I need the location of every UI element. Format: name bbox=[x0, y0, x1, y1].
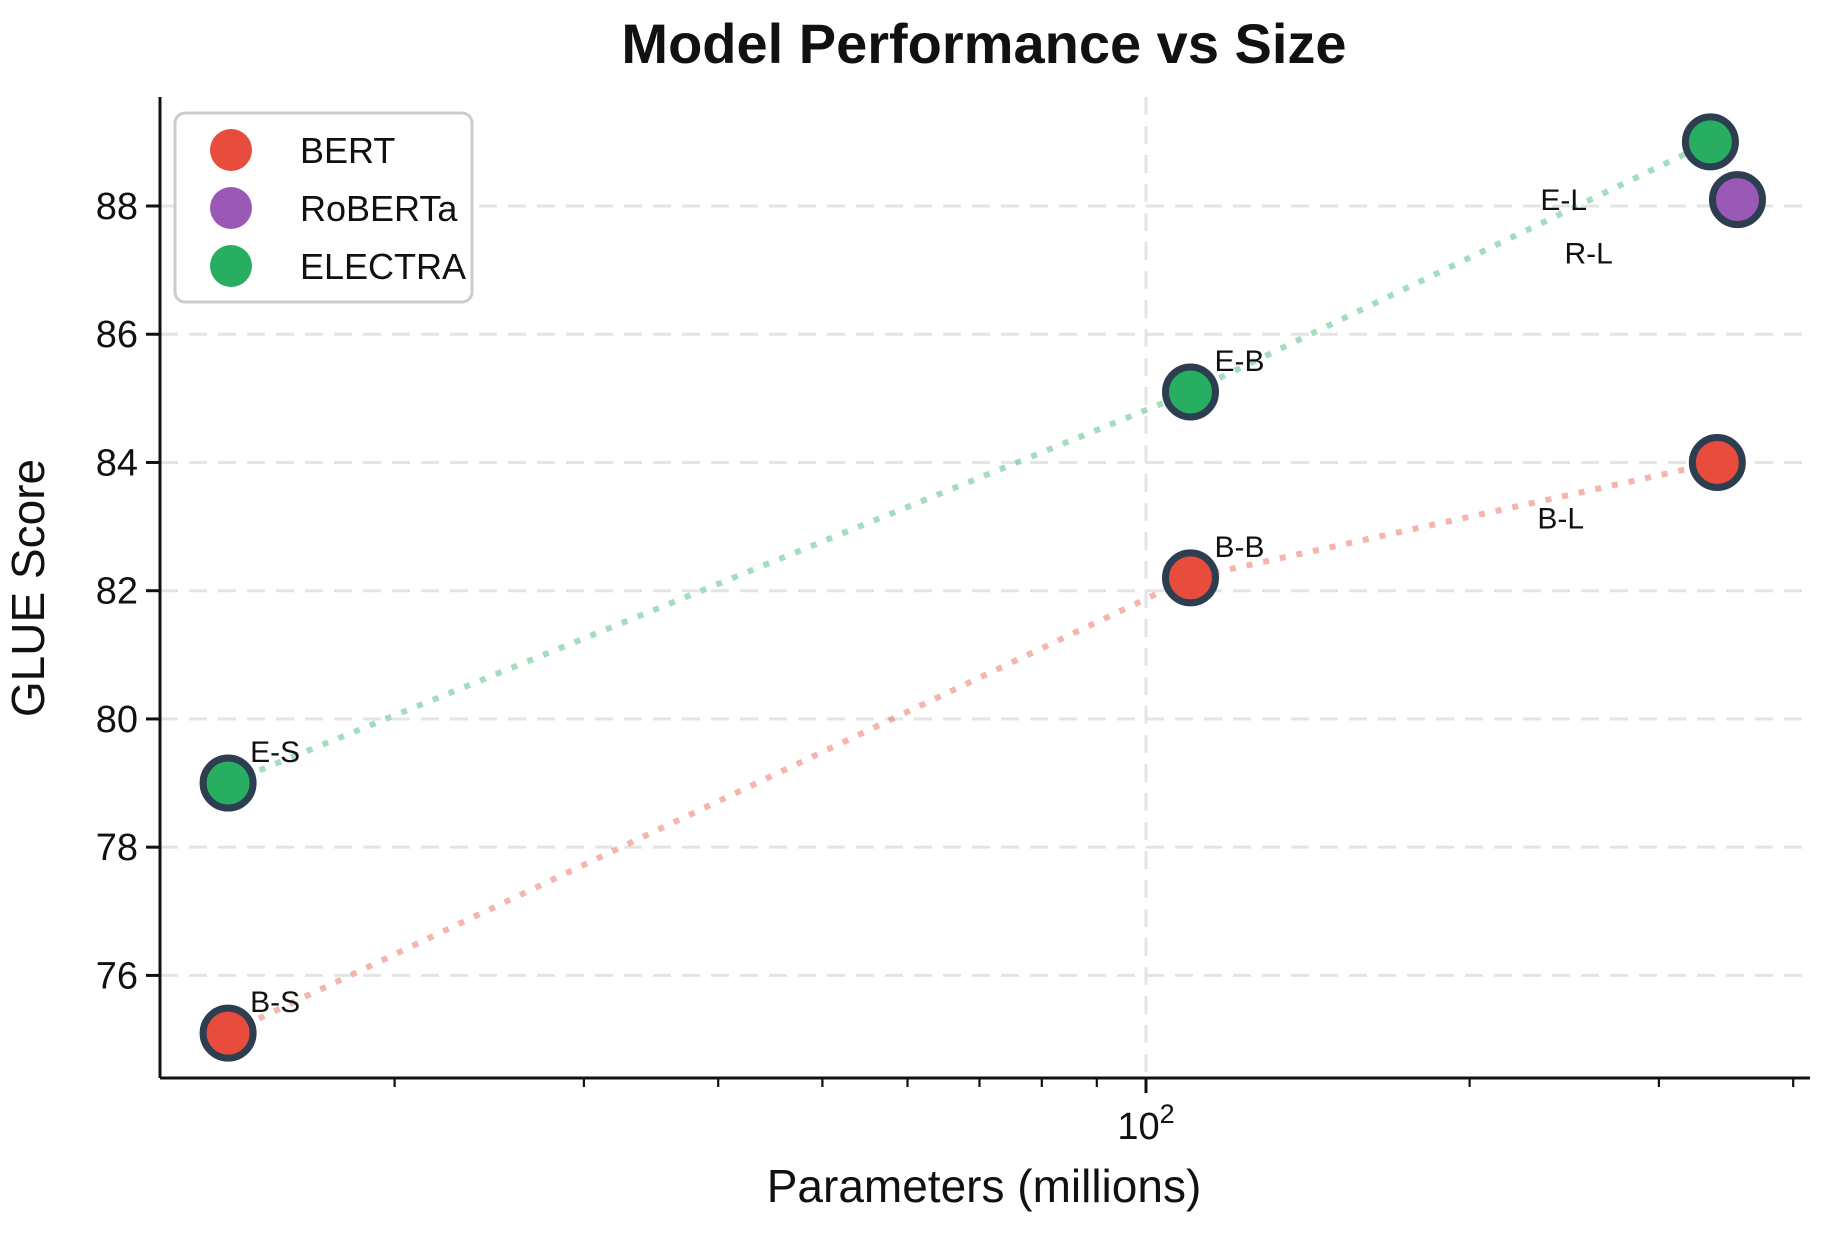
point-label-B-S: B-S bbox=[250, 986, 300, 1019]
chart-title: Model Performance vs Size bbox=[621, 12, 1346, 75]
legend: BERT RoBERTa ELECTRA bbox=[173, 111, 474, 304]
y-tick-label-76: 76 bbox=[96, 955, 138, 997]
y-tick-label-86: 86 bbox=[96, 314, 138, 356]
data-points bbox=[199, 113, 1766, 1062]
point-label-B-L: B-L bbox=[1537, 502, 1584, 535]
legend-label-bert: BERT bbox=[300, 130, 395, 171]
point-label-E-B: E-B bbox=[1214, 345, 1264, 378]
x-tick-label-100: 102 bbox=[1117, 1099, 1174, 1148]
y-tick-label-88: 88 bbox=[96, 186, 138, 228]
y-tick-label-82: 82 bbox=[96, 571, 138, 613]
y-tick-label-84: 84 bbox=[96, 442, 138, 484]
point-label-E-S: E-S bbox=[250, 736, 300, 769]
x-axis-label: Parameters (millions) bbox=[767, 1160, 1202, 1212]
point-E-S bbox=[199, 754, 257, 812]
legend-marker-roberta bbox=[210, 187, 252, 229]
legend-label-electra: ELECTRA bbox=[300, 246, 466, 287]
point-label-R-L: R-L bbox=[1564, 238, 1612, 271]
trend-line-bert bbox=[226, 459, 1718, 1036]
legend-marker-electra bbox=[210, 245, 252, 287]
y-axis-label: GLUE Score bbox=[2, 459, 54, 717]
point-labels: B-S B-B B-L R-L E-S E-B E-L bbox=[250, 184, 1613, 1019]
legend-marker-bert bbox=[210, 129, 252, 171]
legend-label-roberta: RoBERTa bbox=[300, 188, 458, 229]
point-E-L bbox=[1681, 113, 1739, 171]
axis-spines bbox=[158, 97, 1810, 1080]
point-R-L bbox=[1708, 171, 1766, 229]
point-B-L bbox=[1688, 433, 1746, 491]
y-tick-label-80: 80 bbox=[96, 699, 138, 741]
point-B-B bbox=[1161, 549, 1219, 607]
y-tick-label-78: 78 bbox=[96, 827, 138, 869]
axis-ticks bbox=[146, 204, 1795, 1093]
point-label-B-B: B-B bbox=[1214, 531, 1264, 564]
point-B-S bbox=[199, 1004, 257, 1062]
tick-labels: 76 78 80 82 84 86 88 102 bbox=[96, 186, 1175, 1148]
point-label-E-L: E-L bbox=[1540, 184, 1587, 217]
point-E-B bbox=[1161, 363, 1219, 421]
